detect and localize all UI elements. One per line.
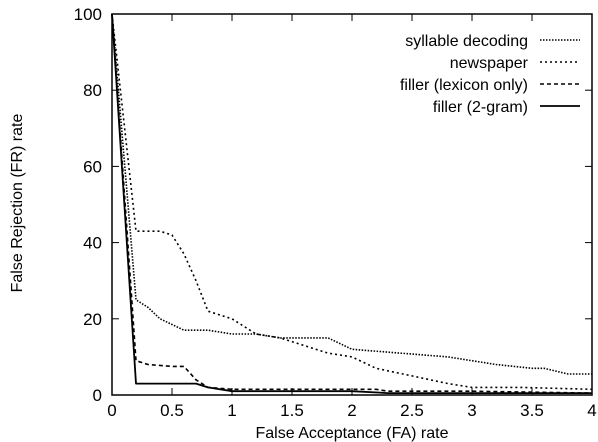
y-tick-label: 80: [83, 81, 102, 100]
series-line-filler-lexicon-only: [111, 13, 593, 394]
series-line-newspaper: [111, 13, 593, 391]
x-tick-label: 1.5: [280, 401, 304, 420]
y-tick-label: 20: [83, 310, 102, 329]
y-tick-label: 0: [93, 386, 102, 405]
series-line-filler-2-gram: [111, 13, 592, 394]
x-tick-label: 3.5: [520, 401, 544, 420]
x-axis-label: False Acceptance (FA) rate: [256, 425, 449, 442]
x-tick-label: 2: [347, 401, 356, 420]
legend: syllable decoding newspaper filler (lexico…: [400, 33, 580, 116]
y-axis-label: False Rejection (FR) rate: [9, 114, 26, 293]
y-tick-label: 100: [74, 5, 102, 24]
legend-label-filler-lexicon-only: filler (lexicon only): [400, 77, 528, 94]
y-tick-label: 60: [83, 157, 102, 176]
x-tick-label: 2.5: [400, 401, 424, 420]
y-tick-label: 40: [83, 234, 102, 253]
legend-label-syllable-decoding: syllable decoding: [405, 33, 528, 50]
x-tick-label: 0: [107, 401, 116, 420]
series-line-syllable-decoding: [111, 13, 592, 375]
legend-label-newspaper: newspaper: [450, 55, 529, 72]
x-tick-label: 0.5: [160, 401, 184, 420]
series-layer: [111, 13, 593, 394]
x-tick-label: 4: [587, 401, 596, 420]
x-tick-label: 1: [227, 401, 236, 420]
x-tick-label: 3: [467, 401, 476, 420]
legend-label-filler-2-gram: filler (2-gram): [433, 99, 528, 116]
